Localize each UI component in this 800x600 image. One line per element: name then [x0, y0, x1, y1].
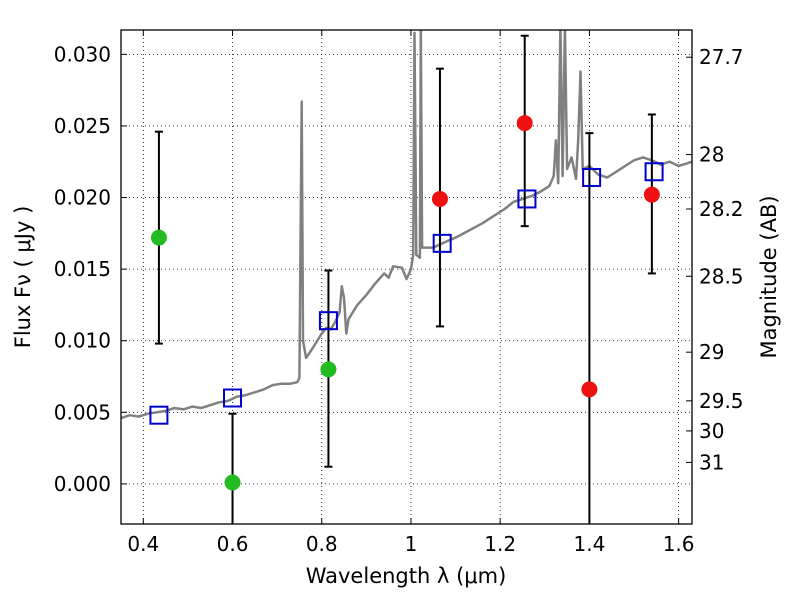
y2-tick-label: 29.5 — [699, 389, 744, 413]
spectrum-line — [121, 30, 692, 420]
plot-frame — [120, 29, 693, 525]
y2-tick-label: 28 — [699, 143, 724, 167]
y-tick-label: 0.020 — [54, 186, 111, 210]
x-tick-label: 0.8 — [306, 532, 338, 556]
y2-tick-label: 28.5 — [699, 264, 744, 288]
x-tick-label: 0.4 — [127, 532, 159, 556]
y2-tick-label: 30 — [699, 419, 724, 443]
model-square-point — [582, 167, 602, 187]
y2-tick-label: 31 — [699, 450, 724, 474]
model-square-point — [517, 189, 537, 209]
model-square-point — [223, 388, 243, 408]
y2-tick-label: 28.2 — [699, 197, 744, 221]
x-tick-label: 0.6 — [217, 532, 249, 556]
model-square-point — [644, 162, 664, 182]
axes: 0.4 0.6 0.8 1 1.2 1.4 1.6 0.000 0.005 0.010 0.015 0… — [54, 30, 744, 556]
y2-tick-label: 27.7 — [699, 45, 744, 69]
x-axis-label: Wavelength λ (μm) — [306, 564, 507, 588]
y-tick-label: 0.030 — [54, 42, 111, 66]
x-tick-label: 1.6 — [663, 532, 695, 556]
model-square-point — [432, 233, 452, 253]
red-data-point — [431, 190, 448, 207]
model-square-point — [318, 311, 338, 331]
green-data-point — [224, 474, 241, 491]
y-tick-label: 0.010 — [54, 329, 111, 353]
model-square-point — [149, 405, 169, 425]
red-data-point — [516, 115, 533, 132]
red-data-point — [581, 381, 598, 398]
x-tick-label: 1.4 — [573, 532, 605, 556]
green-data-point — [150, 229, 167, 246]
red-data-point — [643, 186, 660, 203]
y-axis-label: Flux Fν ( μJy ) — [11, 206, 35, 349]
y2-tick-label: 29 — [699, 340, 724, 364]
y-tick-label: 0.025 — [54, 114, 111, 138]
y-tick-label: 0.015 — [54, 257, 111, 281]
x-tick-label: 1.2 — [484, 532, 516, 556]
y-tick-label: 0.005 — [54, 400, 111, 424]
x-tick-label: 1 — [405, 532, 418, 556]
plot-area — [121, 30, 692, 524]
y2-axis-label: Magnitude (AB) — [757, 195, 781, 358]
green-data-point — [320, 361, 337, 378]
y-tick-label: 0.000 — [54, 472, 111, 496]
